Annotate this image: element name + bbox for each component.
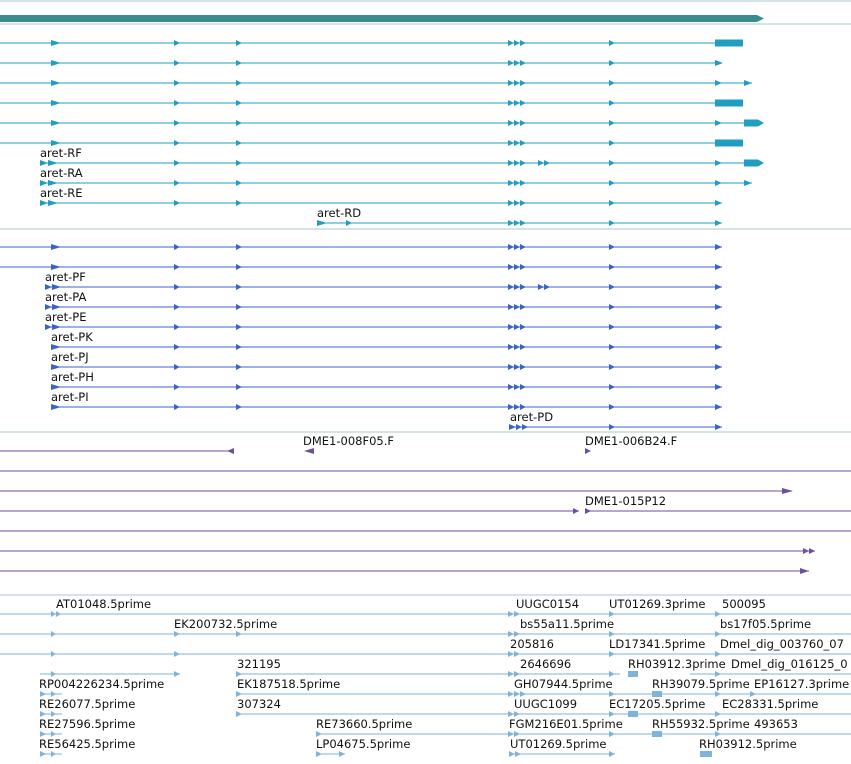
est-label: RH55932.5prime bbox=[652, 717, 750, 731]
est-feature[interactable] bbox=[40, 711, 851, 717]
primer-track: DME1-008F05.F DME1-006B24.F DME1-015P12 bbox=[0, 434, 851, 574]
protein-label: aret-PJ bbox=[51, 350, 89, 364]
est-label: RE26077.5prime bbox=[39, 697, 135, 711]
est-label: Dmel_dig_016125_0 bbox=[731, 657, 848, 671]
est-label: bs55a11.5prime bbox=[520, 617, 614, 631]
protein-feature[interactable] bbox=[509, 424, 722, 430]
protein-feature[interactable] bbox=[0, 264, 722, 270]
primer-feature[interactable] bbox=[0, 488, 793, 494]
est-feature[interactable] bbox=[40, 731, 851, 737]
protein-label: aret-PK bbox=[51, 330, 93, 344]
est-label: 205816 bbox=[510, 637, 554, 651]
protein-label: aret-PI bbox=[51, 390, 89, 404]
protein-feature[interactable] bbox=[51, 344, 722, 350]
transcript-label: aret-RF bbox=[40, 146, 82, 160]
est-label: GH07944.5prime bbox=[514, 677, 613, 691]
primer-label: DME1-015P12 bbox=[585, 494, 666, 508]
est-label: EK200732.5prime bbox=[174, 617, 277, 631]
est-label: bs17f05.5prime bbox=[720, 617, 811, 631]
est-label: Dmel_dig_003760_07 bbox=[720, 637, 844, 651]
primer-feature[interactable] bbox=[304, 448, 314, 454]
protein-label: aret-PD bbox=[510, 410, 553, 424]
protein-feature[interactable] bbox=[51, 364, 722, 370]
est-feature[interactable] bbox=[40, 691, 851, 697]
transcript-feature[interactable] bbox=[40, 200, 722, 206]
est-feature[interactable] bbox=[40, 671, 180, 677]
transcript-feature[interactable] bbox=[0, 60, 723, 66]
est-label: RH03912.5prime bbox=[699, 737, 797, 751]
est-label: RH03912.3prime bbox=[628, 657, 726, 671]
est-label: EK187518.5prime bbox=[237, 677, 340, 691]
est-label: EC28331.5prime bbox=[722, 697, 818, 711]
protein-label: aret-PA bbox=[45, 290, 86, 304]
transcript-feature[interactable] bbox=[0, 99, 743, 107]
transcript-feature[interactable] bbox=[0, 139, 743, 147]
transcript-label: aret-RD bbox=[317, 206, 361, 220]
est-label: UUGC0154 bbox=[516, 597, 579, 611]
primer-label: DME1-008F05.F bbox=[303, 434, 394, 448]
transcript-feature[interactable] bbox=[0, 80, 752, 86]
est-label: 500095 bbox=[722, 597, 766, 611]
primer-feature[interactable] bbox=[0, 508, 851, 514]
est-label: FGM216E01.5prime bbox=[509, 717, 623, 731]
protein-feature[interactable] bbox=[51, 384, 722, 390]
est-label: 2646696 bbox=[520, 657, 571, 671]
est-label: UUGC1099 bbox=[514, 697, 577, 711]
primer-feature[interactable] bbox=[0, 548, 815, 554]
primer-feature[interactable] bbox=[0, 568, 809, 574]
protein-track: aret-PF aret-PA aret-P bbox=[0, 244, 722, 430]
transcript-feature[interactable] bbox=[0, 119, 764, 127]
est-feature[interactable] bbox=[40, 751, 712, 757]
track-separators bbox=[0, 0, 851, 596]
primer-feature[interactable] bbox=[585, 448, 591, 454]
est-label: RH39079.5prime bbox=[652, 677, 750, 691]
est-label: EP16127.3prime bbox=[754, 677, 849, 691]
est-label: UT01269.3prime bbox=[609, 597, 706, 611]
protein-feature[interactable] bbox=[45, 304, 722, 310]
est-label: RE56425.5prime bbox=[39, 737, 135, 751]
est-label: EC17205.5prime bbox=[609, 697, 705, 711]
est-label: 321195 bbox=[237, 657, 281, 671]
protein-feature[interactable] bbox=[0, 244, 722, 250]
est-label: 307324 bbox=[237, 697, 281, 711]
est-label: RP004226234.5prime bbox=[39, 677, 164, 691]
transcript-label: aret-RE bbox=[40, 186, 83, 200]
primer-feature[interactable] bbox=[0, 448, 234, 454]
transcript-feature[interactable] bbox=[40, 159, 764, 167]
gene-feature[interactable] bbox=[0, 15, 764, 22]
est-label: 493653 bbox=[754, 717, 798, 731]
protein-label: aret-PE bbox=[45, 310, 86, 324]
protein-label: aret-PF bbox=[45, 270, 86, 284]
est-label: LP04675.5prime bbox=[316, 737, 410, 751]
est-track: AT01048.5prime UUGC0154 UT01269.3prime 5… bbox=[0, 597, 851, 757]
protein-label: aret-PH bbox=[51, 370, 94, 384]
protein-feature[interactable] bbox=[45, 284, 722, 290]
est-label: RE73660.5prime bbox=[316, 717, 412, 731]
transcript-feature[interactable] bbox=[0, 39, 743, 47]
est-label: AT01048.5prime bbox=[56, 597, 151, 611]
est-label: LD17341.5prime bbox=[609, 637, 705, 651]
protein-feature[interactable] bbox=[45, 324, 722, 330]
est-feature[interactable] bbox=[236, 671, 851, 677]
est-feature[interactable] bbox=[0, 631, 851, 637]
transcript-feature[interactable] bbox=[40, 180, 752, 186]
protein-feature[interactable] bbox=[51, 404, 722, 410]
est-feature[interactable] bbox=[0, 651, 851, 657]
est-label: RE27596.5prime bbox=[39, 717, 135, 731]
transcript-label: aret-RA bbox=[40, 166, 83, 180]
primer-label: DME1-006B24.F bbox=[585, 434, 677, 448]
est-feature[interactable] bbox=[0, 611, 851, 617]
transcript-track: aret-RF aret-RA bbox=[0, 39, 764, 226]
est-label: UT01269.5prime bbox=[510, 737, 607, 751]
transcript-feature[interactable] bbox=[317, 220, 722, 226]
